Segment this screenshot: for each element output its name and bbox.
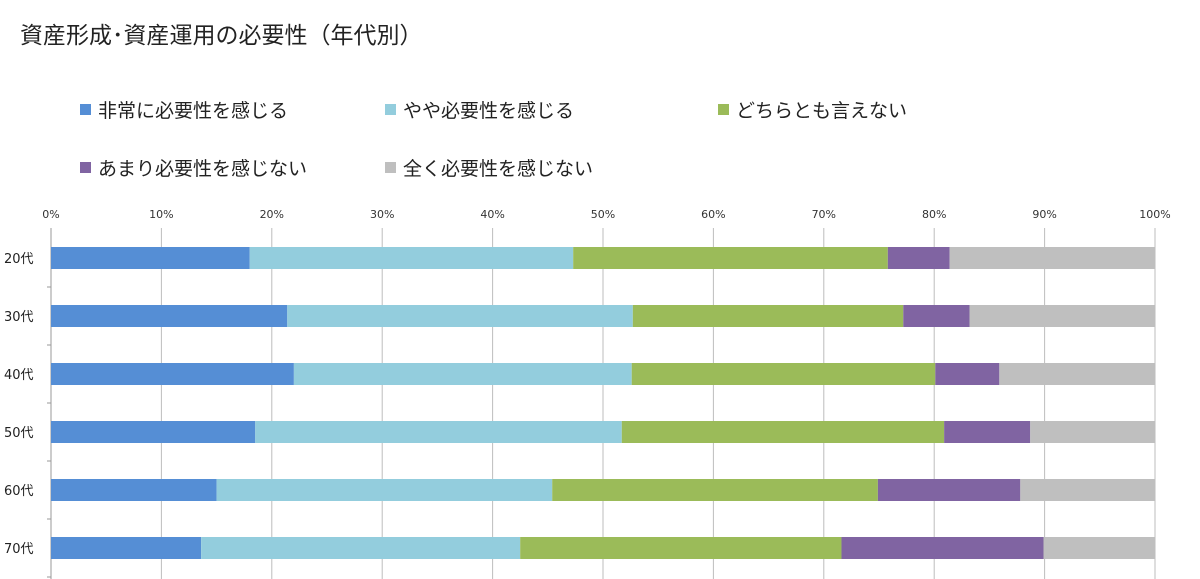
legend-label: どちらとも言えない [736,100,908,122]
bar-segment [999,363,1155,385]
legend-swatch [80,162,91,173]
bar-segment [255,421,622,443]
x-tick-label: 30% [370,208,394,221]
bar-segment [841,537,1044,559]
bar-segment [1043,537,1155,559]
bar-segment [887,247,950,269]
bar-segment [632,305,904,327]
legend-label: あまり必要性を感じない [98,158,308,180]
legend-item: あまり必要性を感じない [80,154,307,181]
chart-title: 資産形成･資産運用の必要性（年代別） [20,23,423,49]
y-tick-label: 60代 [4,484,34,499]
bar-segment [944,421,1031,443]
bar-segment [51,537,202,559]
legend-item: 全く必要性を感じない [385,154,593,181]
y-tick-label: 50代 [4,426,34,441]
x-tick-label: 40% [480,208,504,221]
bar-segment [287,305,633,327]
bar-segment [293,363,632,385]
bar-segment [51,421,256,443]
legend-item: やや必要性を感じる [385,96,574,123]
x-tick-label: 80% [922,208,946,221]
legend-swatch [80,104,91,115]
x-tick-label: 10% [149,208,173,221]
x-tick-label: 0% [42,208,59,221]
bar-segment [51,247,250,269]
bar-segment [903,305,970,327]
x-tick-label: 90% [1032,208,1056,221]
legend-swatch [385,162,396,173]
bar-segment [949,247,1155,269]
legend-swatch [718,104,729,115]
y-tick-label: 70代 [4,542,34,557]
bar-segment [51,305,288,327]
y-tick-label: 30代 [4,310,34,325]
legend-label: やや必要性を感じる [403,100,575,122]
legend-item: 非常に必要性を感じる [80,96,288,123]
x-tick-label: 50% [591,208,615,221]
legend-label: 非常に必要性を感じる [98,100,289,122]
bar-segment [573,247,888,269]
legend-label: 全く必要性を感じない [403,158,594,180]
y-tick-label: 20代 [4,252,34,267]
bar-segment [201,537,521,559]
x-tick-label: 60% [701,208,725,221]
bar-segment [935,363,1000,385]
bar-segment [520,537,842,559]
x-tick-label: 100% [1139,208,1170,221]
bar-segment [552,479,878,501]
bar-segment [51,479,217,501]
y-tick-label: 40代 [4,368,34,383]
bar-segment [1020,479,1155,501]
legend-item: どちらとも言えない [718,96,907,123]
legend-swatch [385,104,396,115]
bar-segment [969,305,1155,327]
bar-segment [51,363,294,385]
bar-segment [216,479,553,501]
bar-segment [1030,421,1155,443]
x-tick-label: 20% [260,208,284,221]
x-tick-label: 70% [812,208,836,221]
bar-segment [631,363,936,385]
bar-segment [249,247,574,269]
bar-segment [621,421,945,443]
bar-segment [877,479,1021,501]
